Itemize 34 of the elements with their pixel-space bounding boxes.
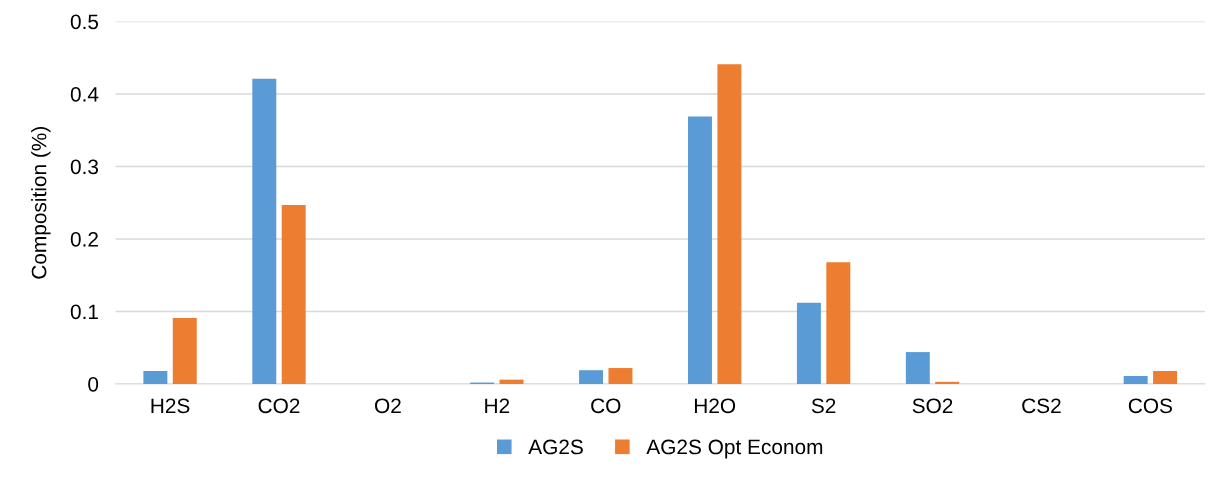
y-tick-label: 0.4 xyxy=(70,86,99,102)
x-tick-label: O2 xyxy=(375,398,401,414)
bar xyxy=(1123,376,1148,384)
bar xyxy=(688,116,712,384)
y-tick-label: 0.1 xyxy=(70,304,98,320)
x-tick-label: CO xyxy=(591,398,621,414)
legend-label: AG2S Opt Econom xyxy=(646,439,823,459)
x-tick-label: H2O xyxy=(694,398,736,414)
bar xyxy=(796,302,821,384)
x-tick-label: H2S xyxy=(151,398,190,414)
bar xyxy=(608,368,633,384)
legend-label: AG2S xyxy=(528,439,583,455)
x-tick-label: S2 xyxy=(811,398,836,414)
bar xyxy=(252,78,277,384)
x-tick-label: CO2 xyxy=(258,398,300,414)
bar xyxy=(717,64,742,384)
bar xyxy=(1153,370,1178,384)
y-tick-label: 0.5 xyxy=(70,14,99,30)
y-tick-label: 0.2 xyxy=(70,231,98,247)
x-tick-label: COS xyxy=(1128,398,1172,414)
bar xyxy=(281,204,306,384)
bar xyxy=(579,370,604,384)
bar xyxy=(143,370,168,384)
bar xyxy=(935,381,960,384)
y-tick-label: 0 xyxy=(88,376,99,392)
x-tick-label: CS2 xyxy=(1022,398,1061,414)
bar xyxy=(499,379,524,384)
bar xyxy=(826,262,851,384)
x-tick-label: SO2 xyxy=(912,398,953,414)
bar xyxy=(172,318,197,384)
bar xyxy=(905,352,930,384)
y-axis-title: Composition (%) xyxy=(31,127,51,279)
y-tick-label: 0.3 xyxy=(70,159,99,175)
x-tick-label: H2 xyxy=(485,398,510,413)
